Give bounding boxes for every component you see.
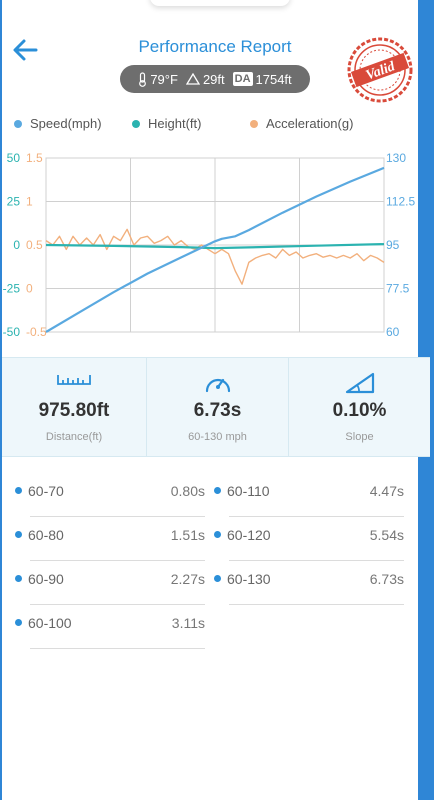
altitude-item: 29ft	[185, 71, 225, 87]
split-divider	[229, 516, 404, 517]
split-value: 4.47s	[369, 483, 404, 499]
chart-legend: Speed(mph) Height(ft) Acceleration(g)	[0, 116, 430, 134]
temperature-value: 79°F	[150, 71, 178, 87]
height-axis-tick-label: -25	[3, 282, 21, 296]
split-label: 60-90	[28, 571, 64, 587]
frame-left-edge	[0, 0, 2, 800]
da-badge: DA	[232, 72, 253, 86]
speed-axis-tick-label: 95	[386, 238, 400, 252]
slope-value: 0.10%	[332, 400, 387, 421]
distance-value: 975.80ft	[38, 400, 110, 421]
split-divider	[30, 560, 205, 561]
legend-height: Height(ft)	[132, 116, 201, 131]
accel-axis-tick-label: -0.5	[26, 325, 47, 339]
split-item: 60-70 0.80s	[15, 480, 205, 517]
time-label: 60-130 mph	[188, 431, 247, 443]
split-label: 60-80	[28, 527, 64, 543]
back-button[interactable]	[10, 34, 42, 66]
height-axis-tick-label: 25	[7, 195, 21, 209]
height-axis-tick-label: 50	[7, 151, 21, 165]
thermometer-icon	[139, 71, 147, 87]
speed-axis-tick-label: 60	[386, 325, 400, 339]
split-item: 60-90 2.27s	[15, 568, 205, 605]
legend-speed: Speed(mph)	[14, 116, 102, 131]
acceleration-series-line	[45, 228, 385, 285]
slope-icon	[345, 372, 374, 394]
stat-time: 6.73s 60-130 mph	[147, 358, 288, 456]
density-altitude-value: 1754ft	[255, 71, 292, 87]
back-arrow-icon	[13, 39, 38, 61]
split-dot	[214, 487, 221, 494]
density-altitude-item: DA 1754ft	[232, 71, 292, 87]
split-label: 60-120	[227, 527, 271, 543]
stats-panel: 975.80ft Distance(ft) 6.73s 60-130 mph 0…	[2, 357, 430, 457]
split-dot	[15, 619, 22, 626]
legend-label-height: Height(ft)	[148, 116, 202, 131]
split-divider	[229, 604, 404, 605]
altitude-value: 29ft	[202, 71, 225, 87]
height-axis-tick-label: 0	[13, 238, 20, 252]
split-value: 1.51s	[170, 527, 205, 543]
performance-chart: 50 1.5 130 25 1 112.5 0 0.5 95 -25 0 77.5 -50 -0.5 60	[3, 151, 416, 339]
split-value: 0.80s	[170, 483, 205, 499]
split-dot	[15, 531, 22, 538]
height-series-line	[45, 243, 385, 250]
split-dot	[214, 575, 221, 582]
valid-stamp-icon: Valid	[347, 37, 413, 103]
split-label: 60-100	[28, 615, 72, 631]
legend-label-acceleration: Acceleration(g)	[266, 116, 354, 131]
temperature-item: 79°F	[138, 72, 178, 87]
time-value: 6.73s	[193, 400, 242, 421]
split-item: 60-120 5.54s	[214, 524, 404, 561]
split-divider	[229, 560, 404, 561]
page-title: Performance Report	[138, 37, 292, 56]
stat-slope: 0.10% Slope	[289, 358, 430, 456]
slope-label: Slope	[345, 431, 374, 443]
split-item: 60-80 1.51s	[15, 524, 205, 561]
stats-divider	[146, 358, 147, 456]
stats-divider	[288, 358, 289, 456]
split-value: 6.73s	[369, 571, 404, 587]
stamp-text: Valid	[364, 59, 398, 84]
split-value: 2.27s	[170, 571, 205, 587]
split-dot	[15, 575, 22, 582]
split-value: 3.11s	[171, 615, 205, 631]
split-item: 60-110 4.47s	[214, 480, 404, 517]
split-item: 60-130 6.73s	[214, 568, 404, 605]
split-divider	[30, 648, 205, 649]
split-dot	[15, 487, 22, 494]
speed-axis-tick-label: 112.5	[386, 195, 415, 209]
split-label: 60-130	[227, 571, 271, 587]
speed-axis-tick-label: 130	[386, 151, 406, 165]
distance-label: Distance(ft)	[45, 431, 103, 443]
split-dot	[214, 531, 221, 538]
legend-dot-height	[132, 119, 140, 128]
accel-axis-tick-label: 1	[26, 195, 33, 209]
accel-axis-tick-label: 0	[26, 282, 33, 296]
speedometer-icon	[205, 378, 230, 393]
legend-label-speed: Speed(mph)	[30, 116, 102, 131]
speed-axis-tick-label: 77.5	[386, 282, 410, 296]
height-axis-tick-label: -50	[3, 325, 21, 339]
split-item: 60-100 3.11s	[15, 612, 205, 649]
split-divider	[30, 516, 205, 517]
accel-axis-tick-label: 0.5	[26, 238, 43, 252]
mountain-icon	[185, 73, 200, 85]
split-label: 60-70	[28, 483, 64, 499]
conditions-pill: 79°F 29ft DA 1754ft	[120, 65, 310, 93]
split-label: 60-110	[227, 483, 270, 499]
split-value: 5.54s	[369, 527, 404, 543]
ruler-icon	[57, 375, 91, 385]
stat-distance: 975.80ft Distance(ft)	[2, 358, 146, 456]
legend-acceleration: Acceleration(g)	[250, 116, 353, 131]
split-divider	[30, 604, 205, 605]
accel-axis-tick-label: 1.5	[26, 151, 43, 165]
top-notch-pill	[150, 0, 290, 6]
legend-dot-speed	[14, 119, 22, 128]
legend-dot-acceleration	[250, 119, 258, 128]
speed-series-line	[45, 166, 385, 333]
